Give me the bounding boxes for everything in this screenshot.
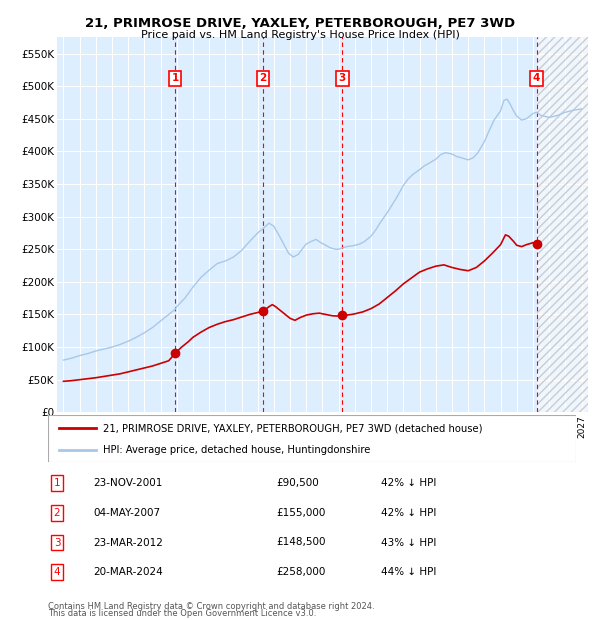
Text: 43% ↓ HPI: 43% ↓ HPI: [381, 538, 436, 547]
Text: £90,500: £90,500: [276, 478, 319, 488]
Text: 21, PRIMROSE DRIVE, YAXLEY, PETERBOROUGH, PE7 3WD: 21, PRIMROSE DRIVE, YAXLEY, PETERBOROUGH…: [85, 17, 515, 30]
Text: 1: 1: [53, 478, 61, 488]
Text: 04-MAY-2007: 04-MAY-2007: [93, 508, 160, 518]
Text: 42% ↓ HPI: 42% ↓ HPI: [381, 478, 436, 488]
Text: £148,500: £148,500: [276, 538, 325, 547]
Text: £258,000: £258,000: [276, 567, 325, 577]
Text: 2: 2: [53, 508, 61, 518]
Text: 3: 3: [53, 538, 61, 547]
Text: 23-NOV-2001: 23-NOV-2001: [93, 478, 163, 488]
Text: £155,000: £155,000: [276, 508, 325, 518]
Text: 44% ↓ HPI: 44% ↓ HPI: [381, 567, 436, 577]
Text: Contains HM Land Registry data © Crown copyright and database right 2024.: Contains HM Land Registry data © Crown c…: [48, 602, 374, 611]
Text: 4: 4: [533, 73, 540, 84]
Text: 1: 1: [172, 73, 179, 84]
Text: HPI: Average price, detached house, Huntingdonshire: HPI: Average price, detached house, Hunt…: [103, 445, 371, 455]
Text: Price paid vs. HM Land Registry's House Price Index (HPI): Price paid vs. HM Land Registry's House …: [140, 30, 460, 40]
Bar: [536, 37, 588, 412]
Text: 3: 3: [339, 73, 346, 84]
Text: 2: 2: [260, 73, 267, 84]
Text: 4: 4: [53, 567, 61, 577]
Text: This data is licensed under the Open Government Licence v3.0.: This data is licensed under the Open Gov…: [48, 609, 316, 618]
Text: 23-MAR-2012: 23-MAR-2012: [93, 538, 163, 547]
Text: 21, PRIMROSE DRIVE, YAXLEY, PETERBOROUGH, PE7 3WD (detached house): 21, PRIMROSE DRIVE, YAXLEY, PETERBOROUGH…: [103, 423, 483, 433]
Text: 42% ↓ HPI: 42% ↓ HPI: [381, 508, 436, 518]
Text: 20-MAR-2024: 20-MAR-2024: [93, 567, 163, 577]
